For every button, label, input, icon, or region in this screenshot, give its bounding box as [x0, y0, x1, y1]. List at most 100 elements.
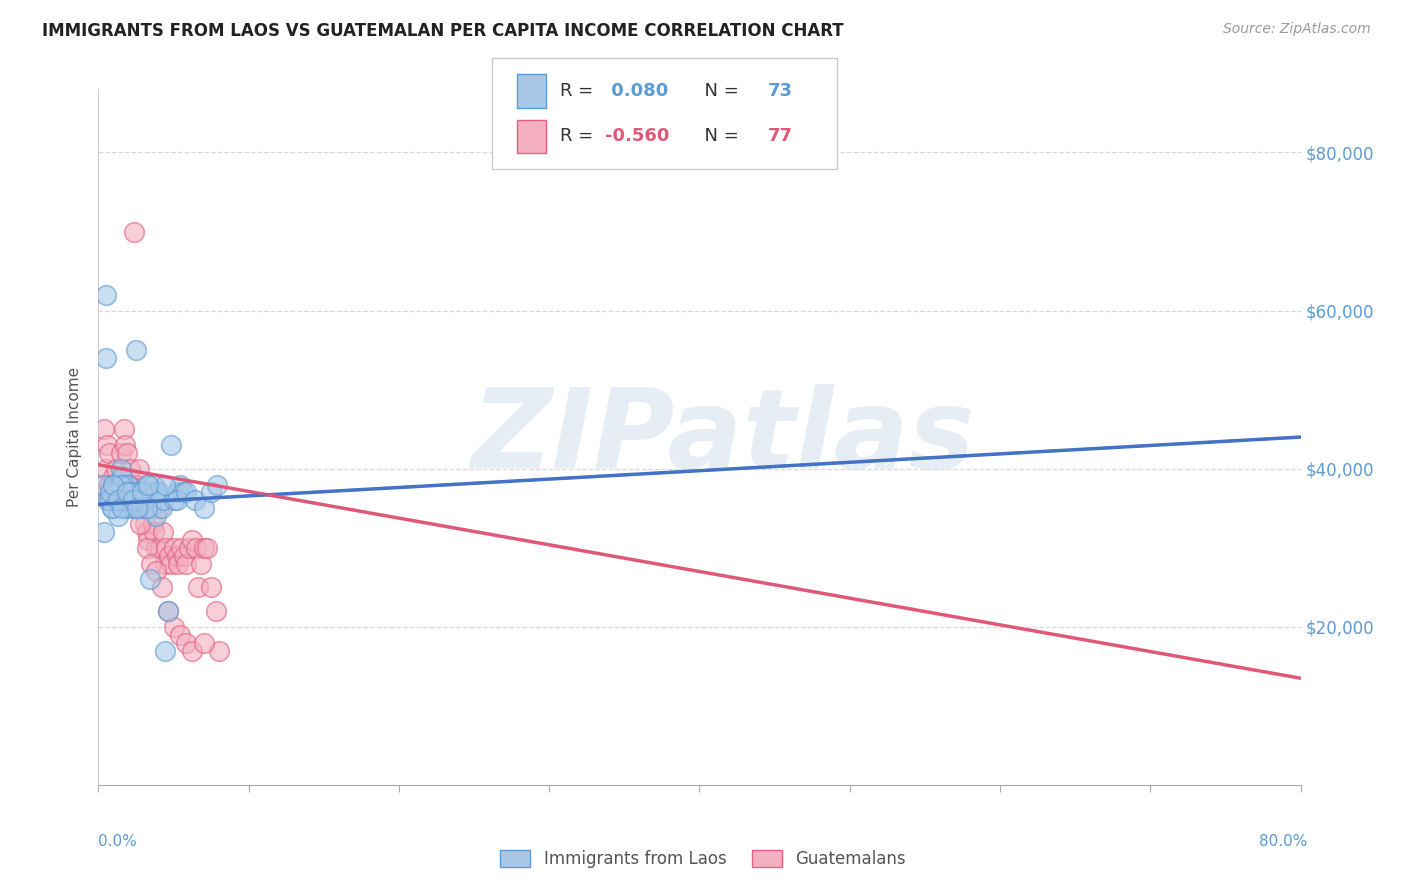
Point	[122, 493, 145, 508]
Point	[121, 485, 143, 500]
Point	[143, 524, 166, 539]
Point	[148, 501, 170, 516]
Text: R =: R =	[560, 82, 599, 100]
Point	[107, 509, 129, 524]
Point	[110, 446, 132, 460]
Point	[101, 501, 124, 516]
Point	[128, 485, 150, 500]
Point	[145, 541, 167, 555]
Point	[93, 422, 115, 436]
Point	[104, 493, 127, 508]
Point	[174, 485, 197, 500]
Point	[110, 493, 132, 508]
Point	[139, 493, 162, 508]
Legend: Immigrants from Laos, Guatemalans: Immigrants from Laos, Guatemalans	[494, 843, 912, 875]
Point	[91, 477, 114, 491]
Point	[94, 351, 117, 365]
Text: -0.560: -0.560	[605, 128, 669, 145]
Point	[118, 461, 141, 475]
Point	[135, 524, 157, 539]
Point	[141, 485, 163, 500]
Text: ZIPatlas: ZIPatlas	[471, 384, 976, 491]
Point	[193, 541, 215, 555]
Point	[110, 477, 132, 491]
Point	[115, 501, 138, 516]
Point	[125, 477, 148, 491]
Point	[94, 287, 117, 301]
Point	[122, 493, 145, 508]
Point	[169, 628, 191, 642]
Point	[94, 461, 117, 475]
Point	[172, 485, 194, 500]
Point	[190, 557, 212, 571]
Point	[114, 493, 136, 508]
Point	[195, 541, 218, 555]
Text: 0.080: 0.080	[605, 82, 668, 100]
Point	[200, 485, 222, 500]
Point	[112, 477, 135, 491]
Point	[136, 477, 159, 491]
Point	[134, 516, 156, 531]
Point	[121, 477, 143, 491]
Point	[124, 225, 146, 239]
Point	[156, 604, 179, 618]
Point	[200, 580, 222, 594]
Point	[166, 485, 188, 500]
Point	[169, 477, 191, 491]
Point	[159, 438, 181, 452]
Text: 73: 73	[768, 82, 793, 100]
Point	[173, 549, 195, 563]
Point	[149, 541, 172, 555]
Point	[93, 524, 115, 539]
Point	[112, 485, 135, 500]
Point	[148, 485, 170, 500]
Point	[104, 485, 127, 500]
Point	[131, 485, 153, 500]
Point	[91, 477, 114, 491]
Text: IMMIGRANTS FROM LAOS VS GUATEMALAN PER CAPITA INCOME CORRELATION CHART: IMMIGRANTS FROM LAOS VS GUATEMALAN PER C…	[42, 22, 844, 40]
Point	[184, 541, 207, 555]
Point	[156, 604, 179, 618]
Point	[101, 501, 124, 516]
Point	[108, 477, 131, 491]
Point	[143, 477, 166, 491]
Point	[103, 477, 125, 491]
Point	[193, 635, 215, 649]
Point	[162, 541, 184, 555]
Y-axis label: Per Capita Income: Per Capita Income	[67, 367, 83, 508]
Point	[136, 533, 159, 547]
Point	[125, 501, 148, 516]
Point	[135, 501, 157, 516]
Point	[145, 509, 167, 524]
Point	[131, 501, 153, 516]
Point	[204, 604, 226, 618]
Point	[136, 493, 159, 508]
Point	[180, 533, 202, 547]
Point	[208, 643, 231, 657]
Point	[103, 469, 125, 483]
Point	[97, 477, 120, 491]
Point	[153, 477, 176, 491]
Point	[117, 477, 139, 491]
Point	[166, 493, 188, 508]
Point	[157, 549, 180, 563]
Point	[114, 485, 136, 500]
Point	[129, 516, 152, 531]
Point	[125, 343, 148, 358]
Point	[152, 493, 174, 508]
Text: N =: N =	[693, 82, 745, 100]
Point	[174, 635, 197, 649]
Point	[135, 541, 157, 555]
Point	[100, 493, 122, 508]
Point	[114, 438, 136, 452]
Point	[105, 461, 128, 475]
Point	[111, 477, 134, 491]
Point	[193, 501, 215, 516]
Point	[122, 501, 145, 516]
Point	[145, 485, 167, 500]
Point	[167, 557, 190, 571]
Point	[162, 620, 184, 634]
Point	[107, 493, 129, 508]
Point	[174, 557, 197, 571]
Point	[110, 485, 132, 500]
